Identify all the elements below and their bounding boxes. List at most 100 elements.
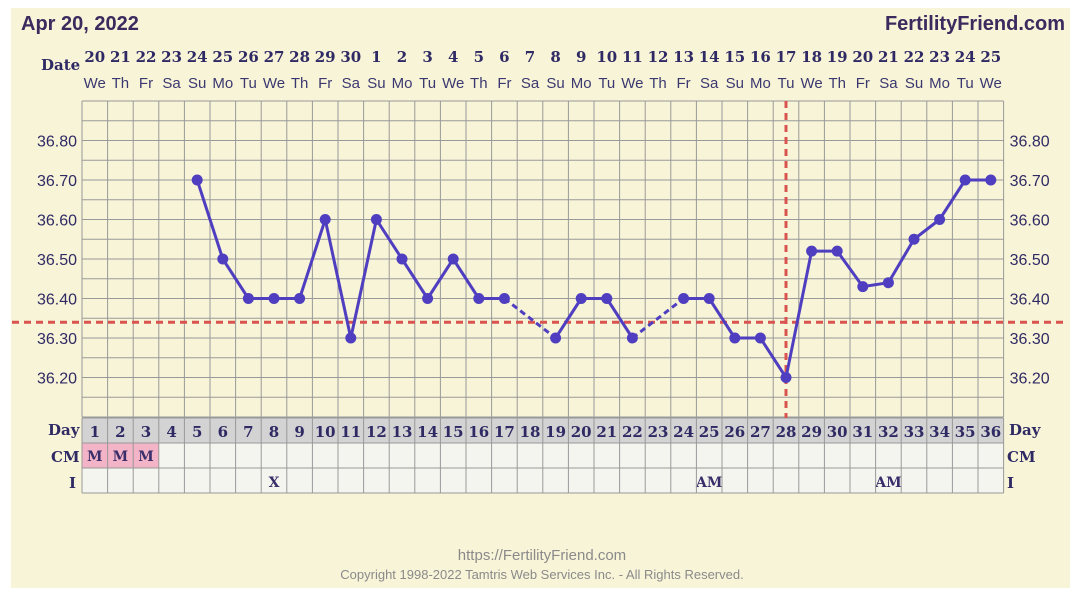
weekday-header-label: Mo — [212, 75, 233, 92]
y-tick-label-right: 36.60 — [1010, 213, 1050, 230]
cycle-day-label: 9 — [294, 423, 304, 441]
weekday-header-label: Fr — [856, 75, 870, 92]
temperature-point — [294, 293, 306, 304]
cycle-day-label: 28 — [776, 423, 797, 441]
cycle-day-label: 18 — [520, 423, 541, 441]
temperature-point — [959, 174, 971, 186]
temperature-point — [882, 277, 894, 289]
temperature-segment — [400, 258, 429, 300]
weekday-header-label: Sa — [879, 75, 898, 92]
date-header-label: 18 — [801, 48, 822, 66]
temperature-point — [268, 293, 280, 304]
footer-url[interactable]: https://FertilityFriend.com — [458, 547, 626, 564]
weekday-header-label: Sa — [342, 75, 361, 92]
date-header-label: 4 — [448, 48, 458, 66]
date-header-label: 24 — [187, 48, 208, 66]
cycle-day-label: 22 — [622, 423, 643, 441]
date-header-label: 28 — [289, 48, 310, 66]
temperature-gap-segment — [631, 297, 685, 340]
temperature-segment — [707, 297, 737, 339]
weekday-header-label: Th — [291, 75, 309, 92]
cycle-day-label: 25 — [699, 423, 720, 441]
weekday-header-label: We — [263, 75, 285, 92]
weekday-header-label: Tu — [240, 75, 257, 92]
temperature-point — [780, 372, 792, 383]
temperature-point — [345, 332, 357, 344]
brand-name: FertilityFriend.com — [885, 13, 1065, 35]
y-tick-label-right: 36.80 — [1010, 134, 1050, 151]
cervical-mucus-entry: M — [138, 449, 154, 465]
weekday-header-label: Fr — [677, 75, 691, 92]
weekday-header-label: Tu — [778, 75, 795, 92]
temperature-point — [678, 293, 690, 304]
date-header-label: 6 — [499, 48, 509, 66]
y-tick-label-left: 36.30 — [37, 331, 77, 348]
cm-row-label: CM — [51, 448, 80, 466]
cycle-day-label: 32 — [878, 423, 899, 441]
date-header-label: 15 — [724, 48, 745, 66]
weekday-header-label: Mo — [750, 75, 771, 92]
cycle-day-label: 24 — [673, 423, 694, 441]
date-header-label: 20 — [84, 48, 105, 66]
date-header-label: 3 — [422, 48, 432, 66]
temperature-point — [934, 214, 946, 225]
date-header-label: 5 — [474, 48, 484, 66]
y-tick-label-right: 36.30 — [1010, 331, 1050, 348]
date-header-label: 10 — [596, 48, 617, 66]
y-tick-label-left: 36.70 — [37, 173, 77, 190]
temperature-segment — [221, 258, 250, 300]
temperature-segment — [938, 179, 967, 221]
date-header-label: 21 — [878, 48, 899, 66]
weekday-header-label: Su — [188, 75, 206, 92]
date-header-label: 12 — [648, 48, 669, 66]
cycle-day-label: 31 — [852, 423, 873, 441]
weekday-header-label: Su — [546, 75, 564, 92]
weekday-header-label: Su — [905, 75, 923, 92]
intercourse-entry: AM — [874, 475, 901, 491]
weekday-header-label: Th — [649, 75, 667, 92]
temperature-gap-segment — [503, 297, 557, 340]
temperature-point — [370, 214, 382, 225]
weekday-header-label: Th — [112, 75, 130, 92]
info-table-grid — [81, 417, 1005, 494]
temperature-segment — [298, 219, 327, 299]
y-tick-label-right: 36.50 — [1010, 252, 1050, 269]
temperature-point — [985, 174, 997, 186]
cycle-day-label: 11 — [340, 423, 361, 441]
temperature-point — [396, 253, 408, 265]
temperature-segment — [759, 337, 788, 379]
temperature-point — [857, 281, 869, 293]
fertility-chart: Apr 20, 2022 FertilityFriend.com Date Da… — [11, 8, 1070, 588]
date-header-label: 11 — [622, 48, 643, 66]
temperature-point — [422, 293, 434, 304]
temperature-segment — [426, 258, 455, 300]
y-tick-label-left: 36.20 — [37, 371, 77, 388]
weekday-header-label: We — [980, 75, 1002, 92]
cycle-day-label: 2 — [115, 423, 125, 441]
temperature-point — [908, 233, 920, 245]
date-header-label: 21 — [110, 48, 131, 66]
temperature-segment — [835, 250, 865, 288]
cycle-day-label: 8 — [269, 423, 279, 441]
weekday-header-label: Mo — [571, 75, 592, 92]
date-header-label: 20 — [852, 48, 873, 66]
temperature-point — [191, 174, 203, 186]
cycle-day-label: 27 — [750, 423, 771, 441]
cycle-day-label: 34 — [929, 423, 950, 441]
temperature-point — [217, 253, 229, 265]
temperature-point — [754, 332, 766, 344]
date-header-label: 16 — [750, 48, 771, 66]
cycle-day-label: 21 — [596, 423, 617, 441]
temperature-segment — [323, 219, 353, 339]
weekday-header-label: Mo — [392, 75, 413, 92]
temperature-point — [473, 293, 485, 304]
date-header-label: 17 — [776, 48, 797, 66]
date-header-label: 23 — [929, 48, 950, 66]
date-header-label: 22 — [136, 48, 157, 66]
intercourse-row-label: I — [69, 474, 76, 492]
y-tick-label-left: 36.80 — [37, 134, 77, 151]
temperature-segment — [451, 258, 481, 300]
date-header-label: 29 — [315, 48, 336, 66]
cycle-day-label: 7 — [243, 423, 253, 441]
date-header-label: 25 — [980, 48, 1001, 66]
